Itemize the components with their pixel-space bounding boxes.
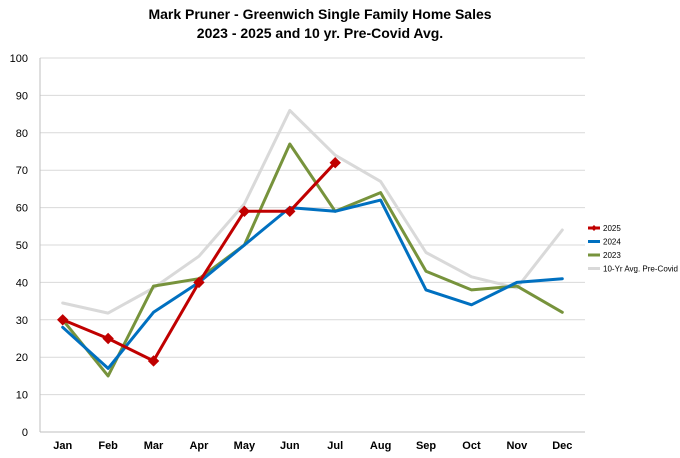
y-tick-label: 90	[16, 90, 28, 102]
series-line-2025	[61, 161, 337, 363]
x-tick-label: Nov	[506, 440, 528, 452]
legend-label: 10-Yr Avg. Pre-Covid	[603, 265, 678, 274]
x-tick-label: Aug	[370, 440, 391, 452]
x-tick-label: Apr	[189, 440, 209, 452]
x-tick-label: Mar	[144, 440, 164, 452]
data-point-2025	[329, 157, 341, 169]
data-point-2025	[193, 276, 205, 289]
y-tick-label: 20	[16, 352, 28, 364]
x-tick-label: May	[234, 440, 256, 452]
y-tick-label: 30	[16, 315, 28, 327]
series-line-2024	[61, 198, 564, 370]
data-point-2025	[284, 205, 296, 218]
gridlines	[40, 57, 585, 396]
y-tick-label: 80	[16, 128, 28, 140]
x-tick-label: Oct	[462, 440, 481, 452]
legend-label: 2023	[603, 251, 621, 260]
chart-title-line-1: Mark Pruner - Greenwich Single Family Ho…	[148, 6, 492, 22]
x-tick-label: Feb	[98, 440, 118, 452]
chart-title-line-2: 2023 - 2025 and 10 yr. Pre-Covid Avg.	[196, 25, 444, 41]
x-tick-label: Jul	[327, 440, 343, 452]
x-tick-label: Jun	[280, 440, 300, 452]
y-tick-label: 10	[16, 390, 28, 402]
x-tick-label: Sep	[416, 440, 436, 452]
y-tick-label: 100	[10, 53, 28, 65]
axes: 0 10 20 30 40 50 60 70 80 90 100 Jan Feb Mar Apr May Jun…	[10, 53, 585, 452]
y-tick-label: 70	[16, 165, 28, 177]
y-tick-label: 40	[16, 277, 28, 289]
legend: 2025 2024 2023 10-Yr Avg. Pre-Covid	[588, 224, 678, 274]
legend-label: 2024	[603, 238, 621, 247]
series-lines	[57, 108, 564, 378]
legend-marker	[591, 225, 597, 231]
series-line-10-yr-avg-pre-covid	[61, 108, 564, 315]
data-point-2025	[238, 205, 251, 218]
x-tick-label: Dec	[552, 440, 572, 452]
data-point-2025	[147, 355, 160, 367]
legend-label: 2025	[603, 224, 621, 233]
y-tick-label: 60	[16, 203, 28, 215]
data-point-2025	[57, 314, 69, 326]
data-point-2025	[102, 332, 114, 345]
series-line-2023	[61, 142, 564, 378]
y-tick-label: 0	[22, 427, 28, 439]
y-tick-label: 50	[16, 240, 28, 252]
x-tick-label: Jan	[53, 440, 72, 452]
